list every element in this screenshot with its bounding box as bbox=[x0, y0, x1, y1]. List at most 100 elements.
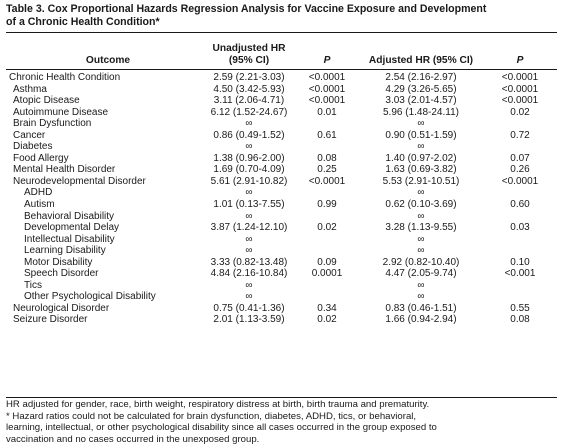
adjusted-hr-cell: 0.83 (0.46-1.51) bbox=[385, 302, 457, 314]
table-row: Learning Disability ∞ ∞ bbox=[0, 245, 564, 257]
header-adjusted-hr: Adjusted HR (95% CI) bbox=[368, 55, 474, 66]
unadjusted-p-cell: <0.0001 bbox=[308, 72, 346, 83]
outcome-cell: Seizure Disorder bbox=[13, 314, 88, 326]
adjusted-hr-cell: ∞ bbox=[417, 187, 425, 199]
table-footnotes: HR adjusted for gender, race, birth weig… bbox=[6, 399, 558, 445]
table-row: Chronic Health Condition 2.59 (2.21-3.03)… bbox=[0, 72, 564, 84]
adjusted-hr-cell: 2.54 (2.16-2.97) bbox=[385, 72, 457, 83]
unadjusted-hr-cell: ∞ bbox=[245, 279, 253, 291]
outcome-cell: Learning Disability bbox=[24, 245, 106, 257]
top-rule bbox=[6, 32, 557, 33]
unadjusted-hr-cell: ∞ bbox=[245, 141, 253, 153]
adjusted-hr-cell: ∞ bbox=[417, 279, 425, 291]
unadjusted-hr-cell: 1.01 (0.13-7.55) bbox=[213, 199, 285, 211]
outcome-cell: Autism bbox=[24, 199, 55, 211]
unadjusted-hr-cell: 4.50 (3.42-5.93) bbox=[213, 83, 285, 95]
adjusted-p-cell: 0.07 bbox=[510, 152, 530, 164]
unadjusted-hr-cell: 3.87 (1.24-12.10) bbox=[210, 222, 288, 234]
unadjusted-hr-cell: 2.01 (1.13-3.59) bbox=[213, 314, 285, 326]
table-title: Table 3. Cox Proportional Hazards Regres… bbox=[6, 3, 558, 28]
table-row: Food Allergy 1.38 (0.96-2.00) 0.08 1.40 (0.… bbox=[0, 153, 564, 165]
unadjusted-p-cell: 0.09 bbox=[317, 256, 337, 268]
outcome-cell: Other Psychological Disability bbox=[24, 291, 156, 303]
table-title-line-1: Table 3. Cox Proportional Hazards Regres… bbox=[6, 3, 487, 15]
outcome-cell: Tics bbox=[24, 279, 42, 291]
table-row: Developmental Delay 3.87 (1.24-12.10) 0.02… bbox=[0, 222, 564, 234]
unadjusted-p-cell: 0.02 bbox=[317, 222, 337, 234]
unadjusted-p-cell: 0.34 bbox=[317, 302, 337, 314]
unadjusted-p-cell: <0.0001 bbox=[308, 175, 346, 187]
unadjusted-hr-cell: 3.11 (2.06-4.71) bbox=[213, 95, 285, 107]
unadjusted-p-cell: 0.0001 bbox=[311, 268, 343, 280]
unadjusted-hr-cell: ∞ bbox=[245, 118, 253, 130]
outcome-cell: Neurodevelopmental Disorder bbox=[13, 175, 146, 187]
unadjusted-p-cell: 0.25 bbox=[317, 164, 337, 176]
adjusted-p-cell: 0.60 bbox=[510, 199, 530, 211]
table-row: Autoimmune Disease 6.12 (1.52-24.67) 0.01 5… bbox=[0, 107, 564, 119]
adjusted-hr-cell: 3.03 (2.01-4.57) bbox=[385, 95, 457, 107]
adjusted-hr-cell: 1.66 (0.94-2.94) bbox=[385, 314, 457, 326]
table-row: Intellectual Disability ∞ ∞ bbox=[0, 234, 564, 246]
table-row: Neurodevelopmental Disorder 5.61 (2.91-10… bbox=[0, 176, 564, 188]
adjusted-hr-cell: 1.63 (0.69-3.82) bbox=[385, 164, 457, 176]
footnote-line-1: HR adjusted for gender, race, birth weig… bbox=[6, 399, 430, 410]
unadjusted-p-cell: 0.61 bbox=[317, 129, 337, 141]
header-unadjusted-hr: Unadjusted HR (95% CI) bbox=[196, 43, 302, 66]
outcome-cell: Asthma bbox=[13, 83, 47, 95]
unadjusted-hr-cell: 5.61 (2.91-10.82) bbox=[210, 175, 288, 187]
table-row: Cancer 0.86 (0.49-1.52) 0.61 0.90 (0.51-1.5… bbox=[0, 130, 564, 142]
adjusted-hr-cell: 0.90 (0.51-1.59) bbox=[385, 129, 457, 141]
adjusted-hr-cell: ∞ bbox=[417, 233, 425, 245]
unadjusted-p-cell: <0.0001 bbox=[308, 95, 346, 107]
header-outcome: Outcome bbox=[85, 55, 131, 66]
adjusted-hr-cell: 1.40 (0.97-2.02) bbox=[385, 152, 457, 164]
unadjusted-hr-cell: 0.86 (0.49-1.52) bbox=[213, 129, 285, 141]
table-row: Asthma 4.50 (3.42-5.93) <0.0001 4.29 (3.26-… bbox=[0, 84, 564, 96]
outcome-cell: Developmental Delay bbox=[24, 222, 120, 234]
outcome-cell: Atopic Disease bbox=[13, 95, 80, 107]
outcome-cell: Brain Dysfunction bbox=[13, 118, 92, 130]
adjusted-hr-cell: 5.53 (2.91-10.51) bbox=[382, 175, 460, 187]
unadjusted-hr-cell: 1.69 (0.70-4.09) bbox=[213, 164, 285, 176]
header-rule bbox=[6, 69, 557, 70]
adjusted-p-cell: 0.02 bbox=[510, 106, 530, 118]
adjusted-p-cell: 0.08 bbox=[510, 314, 530, 326]
adjusted-p-cell: 0.10 bbox=[510, 256, 530, 268]
unadjusted-hr-cell: ∞ bbox=[245, 245, 253, 257]
adjusted-p-cell: <0.0001 bbox=[501, 95, 539, 107]
adjusted-hr-cell: 0.62 (0.10-3.69) bbox=[385, 199, 457, 211]
outcome-cell: Mental Health Disorder bbox=[13, 164, 116, 176]
adjusted-p-cell: 0.72 bbox=[510, 129, 530, 141]
unadjusted-p-cell: 0.99 bbox=[317, 199, 337, 211]
adjusted-hr-cell: 5.96 (1.48-24.11) bbox=[383, 106, 459, 118]
unadjusted-p-cell: 0.02 bbox=[317, 314, 337, 326]
unadjusted-hr-cell: 1.38 (0.96-2.00) bbox=[213, 152, 285, 164]
table-row: Atopic Disease 3.11 (2.06-4.71) <0.0001 3.0… bbox=[0, 95, 564, 107]
adjusted-p-cell: <0.001 bbox=[504, 268, 536, 280]
outcome-cell: Chronic Health Condition bbox=[9, 72, 121, 83]
adjusted-p-cell: 0.26 bbox=[510, 164, 530, 176]
table-row: Seizure Disorder 2.01 (1.13-3.59) 0.02 1.66… bbox=[0, 314, 564, 326]
unadjusted-hr-cell: 2.59 (2.21-3.03) bbox=[213, 72, 285, 83]
adjusted-hr-cell: ∞ bbox=[417, 210, 425, 222]
unadjusted-p-cell: 0.01 bbox=[317, 106, 337, 118]
table-row: Behavioral Disability ∞ ∞ bbox=[0, 211, 564, 223]
unadjusted-hr-cell: ∞ bbox=[245, 233, 253, 245]
table-row: Speech Disorder 4.84 (2.16-10.84) 0.0001 4.… bbox=[0, 268, 564, 280]
table-row: Autism 1.01 (0.13-7.55) 0.99 0.62 (0.10-3.6… bbox=[0, 199, 564, 211]
table-row: Neurological Disorder 0.75 (0.41-1.36) 0.3… bbox=[0, 303, 564, 315]
header-unadjusted-hr-line-1: Unadjusted HR bbox=[212, 43, 286, 54]
table-row: Brain Dysfunction ∞ ∞ bbox=[0, 118, 564, 130]
outcome-cell: Neurological Disorder bbox=[13, 302, 110, 314]
outcome-cell: Speech Disorder bbox=[24, 268, 99, 280]
unadjusted-hr-cell: 6.12 (1.52-24.67) bbox=[210, 106, 288, 118]
outcome-cell: Behavioral Disability bbox=[24, 210, 115, 222]
outcome-cell: ADHD bbox=[24, 187, 53, 199]
unadjusted-hr-cell: ∞ bbox=[245, 187, 253, 199]
adjusted-p-cell: <0.0001 bbox=[501, 83, 539, 95]
adjusted-hr-cell: 3.28 (1.13-9.55) bbox=[385, 222, 457, 234]
header-p-unadjusted: P bbox=[323, 55, 331, 66]
header-unadjusted-hr-line-2: (95% CI) bbox=[228, 54, 270, 66]
adjusted-p-cell: <0.0001 bbox=[501, 72, 539, 83]
